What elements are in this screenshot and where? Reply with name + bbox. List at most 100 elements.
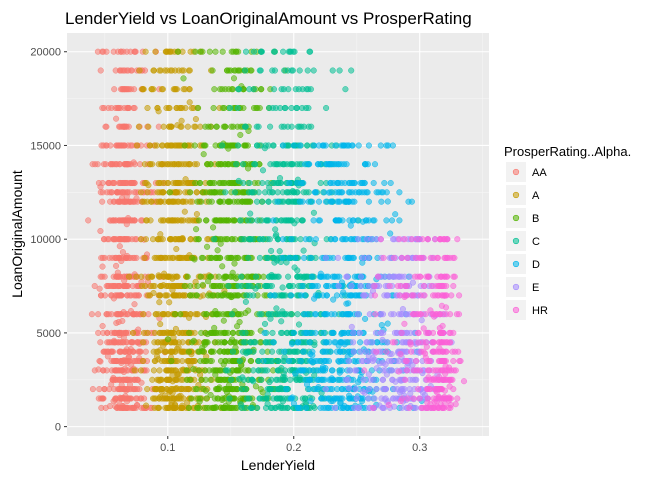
point-d xyxy=(352,189,359,196)
point-d xyxy=(378,189,385,196)
point-d xyxy=(345,189,352,196)
point-e xyxy=(366,311,373,318)
point-c xyxy=(299,217,306,224)
point-b xyxy=(199,254,206,261)
point-c xyxy=(306,48,313,55)
point-a xyxy=(153,311,160,318)
point-d xyxy=(323,357,330,365)
point-b xyxy=(193,292,200,299)
point-c xyxy=(236,357,243,365)
point-d xyxy=(338,189,345,196)
point-hr xyxy=(446,339,453,346)
point-c xyxy=(253,198,261,205)
point-hr xyxy=(439,322,446,329)
point-b xyxy=(225,145,232,152)
point-d xyxy=(294,404,301,411)
point-a xyxy=(155,272,162,279)
point-e xyxy=(360,292,367,299)
point-hr xyxy=(420,282,428,290)
point-hr xyxy=(436,282,443,290)
point-hr xyxy=(398,329,405,336)
point-b xyxy=(243,198,250,205)
point-c xyxy=(267,315,274,322)
point-e xyxy=(412,404,419,411)
point-aa xyxy=(114,269,121,276)
point-d xyxy=(307,397,314,405)
point-e xyxy=(322,254,329,261)
point-a xyxy=(174,189,181,196)
point-b xyxy=(203,217,210,224)
point-e xyxy=(382,361,389,368)
point-d xyxy=(396,189,403,196)
point-c xyxy=(258,376,265,383)
point-c xyxy=(285,86,292,93)
point-a xyxy=(179,234,186,242)
point-e xyxy=(348,323,355,330)
point-aa xyxy=(126,198,134,205)
point-aa xyxy=(108,381,115,388)
point-e xyxy=(400,339,407,346)
point-e xyxy=(345,385,353,392)
point-b xyxy=(193,226,200,233)
point-d xyxy=(383,189,390,196)
point-c xyxy=(278,86,285,93)
point-d xyxy=(310,217,317,224)
point-hr xyxy=(417,254,425,261)
point-hr xyxy=(377,236,384,243)
point-a xyxy=(146,161,153,168)
point-a xyxy=(168,348,175,355)
point-d xyxy=(323,292,330,299)
point-hr xyxy=(431,313,438,320)
point-c xyxy=(304,67,311,74)
point-a xyxy=(163,104,170,112)
point-aa xyxy=(100,367,107,374)
point-aa xyxy=(94,48,101,55)
point-aa xyxy=(118,67,125,74)
point-a xyxy=(175,344,182,351)
point-aa xyxy=(119,317,126,325)
point-d xyxy=(329,198,336,205)
point-c xyxy=(264,386,271,393)
point-hr xyxy=(441,393,448,401)
point-a xyxy=(172,325,179,332)
point-a xyxy=(152,48,159,55)
point-b xyxy=(228,294,235,301)
point-b xyxy=(221,275,228,282)
point-b xyxy=(248,357,255,365)
point-c xyxy=(295,86,302,93)
point-a xyxy=(145,182,152,189)
point-d xyxy=(319,363,326,371)
point-d xyxy=(304,311,311,318)
point-b xyxy=(256,104,263,112)
point-c xyxy=(266,184,273,191)
point-d xyxy=(364,161,371,168)
point-a xyxy=(184,399,191,406)
point-a xyxy=(181,208,188,215)
point-b xyxy=(221,104,228,112)
point-d xyxy=(311,311,318,318)
point-aa xyxy=(131,217,138,224)
point-d xyxy=(286,254,293,261)
point-c xyxy=(264,217,271,224)
point-aa xyxy=(95,366,102,373)
point-aa xyxy=(89,386,96,393)
point-d xyxy=(362,315,369,322)
point-hr xyxy=(389,339,396,346)
point-a xyxy=(165,367,172,374)
point-b xyxy=(206,404,213,411)
point-a xyxy=(177,217,184,224)
point-b xyxy=(203,395,210,402)
point-aa xyxy=(97,67,104,74)
point-hr xyxy=(397,350,404,358)
point-hr xyxy=(404,395,411,402)
point-d xyxy=(344,254,351,261)
point-d xyxy=(351,198,358,205)
point-d xyxy=(279,236,286,243)
point-c xyxy=(277,384,284,391)
point-b xyxy=(231,217,238,224)
point-c xyxy=(258,48,265,55)
point-hr xyxy=(450,357,457,365)
point-d xyxy=(274,198,281,205)
point-aa xyxy=(121,277,128,284)
point-d xyxy=(359,218,366,225)
